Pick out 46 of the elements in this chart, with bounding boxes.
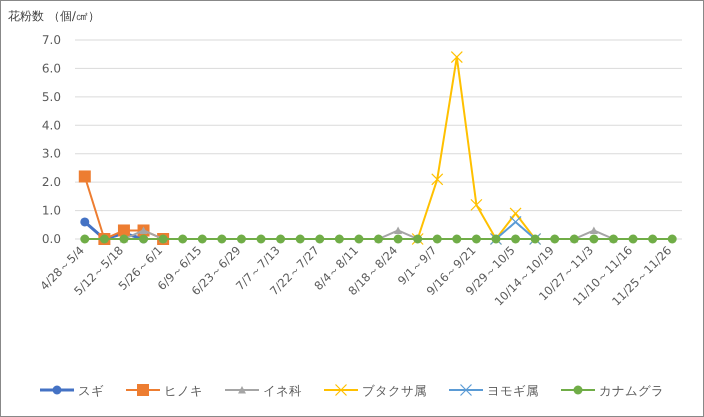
y-tick-label: 1.0: [42, 204, 61, 218]
point: [315, 234, 324, 244]
point: [470, 198, 483, 211]
point: [276, 234, 286, 244]
y-tick-label: 4.0: [42, 118, 61, 132]
point: [334, 234, 344, 244]
legend-label: スギ: [78, 383, 104, 398]
point: [550, 234, 560, 244]
point: [511, 234, 520, 244]
point: [450, 50, 463, 64]
y-tick-label: 6.0: [42, 61, 61, 76]
point: [80, 234, 90, 244]
y-tick-label: 3.0: [42, 146, 61, 161]
point: [452, 234, 462, 244]
point: [178, 234, 188, 244]
point: [648, 234, 658, 244]
point: [80, 217, 90, 226]
y-tick-label: 5.0: [42, 90, 61, 104]
legend-label: ヨモギ属: [487, 383, 539, 398]
point: [589, 234, 598, 244]
point: [296, 234, 305, 244]
point: [590, 226, 598, 234]
legend-label: カナムグラ: [599, 383, 664, 398]
point: [472, 234, 481, 244]
point: [198, 234, 207, 244]
y-tick-label: 2.0: [42, 175, 61, 190]
point: [118, 224, 130, 236]
point: [256, 234, 266, 244]
point: [354, 234, 364, 244]
point: [509, 216, 522, 228]
legend-label: ヒノキ: [164, 383, 203, 398]
point: [628, 234, 638, 244]
y-axis-title: 花粉数 （個/㎠）: [8, 9, 100, 23]
point: [217, 234, 226, 244]
point: [78, 170, 91, 182]
point: [668, 234, 677, 244]
point: [432, 234, 442, 244]
point: [236, 234, 246, 244]
point: [394, 234, 403, 244]
point: [394, 226, 402, 234]
y-tick-label: 7.0: [42, 33, 61, 47]
y-tick-label: 0.0: [42, 232, 61, 246]
legend-label: ブタクサ属: [362, 383, 427, 398]
point: [431, 173, 444, 186]
point: [509, 207, 522, 220]
legend-label: イネ科: [263, 383, 302, 398]
